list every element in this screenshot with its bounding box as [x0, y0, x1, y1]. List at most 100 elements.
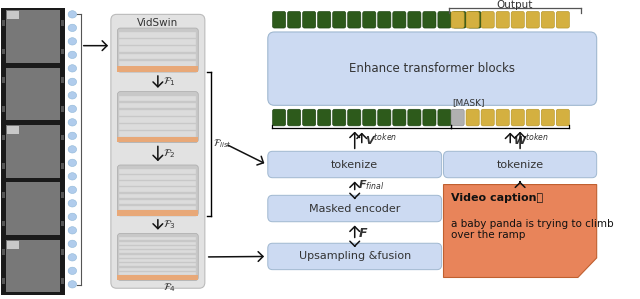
Bar: [119, 46, 196, 52]
Bar: [2, 163, 4, 169]
FancyBboxPatch shape: [118, 165, 198, 216]
Bar: [61, 48, 64, 54]
Text: Enhance transformer blocks: Enhance transformer blocks: [349, 62, 515, 75]
FancyBboxPatch shape: [453, 11, 466, 28]
Text: a baby panda is trying to climb
over the ramp: a baby panda is trying to climb over the…: [451, 219, 614, 240]
FancyBboxPatch shape: [556, 11, 570, 28]
Polygon shape: [444, 184, 596, 277]
Bar: [61, 20, 64, 26]
Bar: [119, 132, 196, 137]
FancyBboxPatch shape: [423, 109, 436, 126]
FancyBboxPatch shape: [268, 32, 596, 105]
FancyBboxPatch shape: [526, 109, 540, 126]
FancyBboxPatch shape: [273, 109, 285, 126]
FancyBboxPatch shape: [393, 11, 406, 28]
Bar: [2, 192, 4, 198]
Bar: [119, 96, 196, 101]
Bar: [61, 278, 64, 284]
Bar: [61, 220, 64, 226]
Text: Video caption：: Video caption：: [451, 193, 543, 203]
Ellipse shape: [68, 146, 77, 153]
Text: $\mathcal{F}_4$: $\mathcal{F}_4$: [163, 281, 177, 294]
Ellipse shape: [68, 173, 77, 180]
FancyBboxPatch shape: [511, 109, 524, 126]
Text: $\boldsymbol{V}^{token}$: $\boldsymbol{V}^{token}$: [365, 131, 397, 148]
Bar: [119, 272, 196, 275]
Text: tokenize: tokenize: [331, 159, 378, 170]
Text: tokenize: tokenize: [497, 159, 543, 170]
FancyBboxPatch shape: [466, 109, 479, 126]
FancyBboxPatch shape: [333, 109, 346, 126]
FancyBboxPatch shape: [317, 11, 331, 28]
Bar: [119, 200, 196, 204]
FancyBboxPatch shape: [496, 11, 509, 28]
Bar: [6, 240, 60, 292]
FancyBboxPatch shape: [511, 11, 524, 28]
Bar: [118, 137, 198, 143]
Text: $\mathcal{F}_1$: $\mathcal{F}_1$: [163, 75, 177, 88]
Bar: [119, 251, 196, 253]
Ellipse shape: [68, 227, 77, 234]
Bar: [119, 206, 196, 210]
Bar: [2, 77, 4, 83]
Text: $\mathcal{F}_{list}$: $\mathcal{F}_{list}$: [213, 138, 232, 150]
Bar: [6, 126, 19, 134]
Ellipse shape: [68, 254, 77, 261]
Bar: [61, 249, 64, 255]
Bar: [119, 103, 196, 109]
Ellipse shape: [68, 51, 77, 59]
Bar: [6, 68, 60, 120]
Bar: [119, 246, 196, 249]
FancyBboxPatch shape: [466, 11, 479, 28]
FancyBboxPatch shape: [444, 151, 596, 178]
FancyBboxPatch shape: [118, 234, 198, 280]
FancyBboxPatch shape: [526, 11, 540, 28]
Bar: [119, 255, 196, 258]
Ellipse shape: [68, 200, 77, 207]
Bar: [6, 125, 60, 178]
Bar: [119, 54, 196, 60]
FancyBboxPatch shape: [363, 11, 376, 28]
FancyBboxPatch shape: [408, 109, 421, 126]
FancyBboxPatch shape: [287, 109, 301, 126]
Text: $\boldsymbol{F}$: $\boldsymbol{F}$: [358, 227, 368, 240]
Ellipse shape: [68, 186, 77, 193]
Text: [MASK]: [MASK]: [452, 98, 484, 107]
FancyBboxPatch shape: [408, 11, 421, 28]
Bar: [119, 187, 196, 192]
Text: Upsampling &fusion: Upsampling &fusion: [299, 251, 411, 261]
Bar: [119, 61, 196, 67]
FancyBboxPatch shape: [348, 109, 361, 126]
Ellipse shape: [68, 24, 77, 31]
Bar: [119, 242, 196, 245]
Bar: [61, 77, 64, 83]
FancyBboxPatch shape: [496, 109, 509, 126]
Bar: [2, 48, 4, 54]
Text: Output: Output: [497, 0, 533, 10]
Text: $\boldsymbol{F}_{final}$: $\boldsymbol{F}_{final}$: [358, 179, 384, 193]
Bar: [118, 210, 198, 216]
FancyBboxPatch shape: [363, 109, 376, 126]
Text: VidSwin: VidSwin: [137, 18, 179, 28]
Bar: [119, 193, 196, 198]
FancyBboxPatch shape: [317, 109, 331, 126]
Ellipse shape: [68, 38, 77, 45]
Bar: [119, 181, 196, 186]
Bar: [119, 110, 196, 116]
Bar: [61, 106, 64, 112]
Bar: [119, 237, 196, 240]
Text: $\boldsymbol{W}^{token}$: $\boldsymbol{W}^{token}$: [513, 131, 549, 148]
FancyBboxPatch shape: [118, 28, 198, 72]
Ellipse shape: [68, 213, 77, 220]
FancyBboxPatch shape: [273, 11, 285, 28]
FancyBboxPatch shape: [423, 11, 436, 28]
Bar: [61, 192, 64, 198]
Ellipse shape: [68, 78, 77, 86]
Bar: [119, 32, 196, 38]
Bar: [2, 135, 4, 141]
FancyBboxPatch shape: [268, 151, 442, 178]
Bar: [119, 124, 196, 130]
Ellipse shape: [68, 11, 77, 18]
Bar: [61, 135, 64, 141]
Bar: [2, 20, 4, 26]
